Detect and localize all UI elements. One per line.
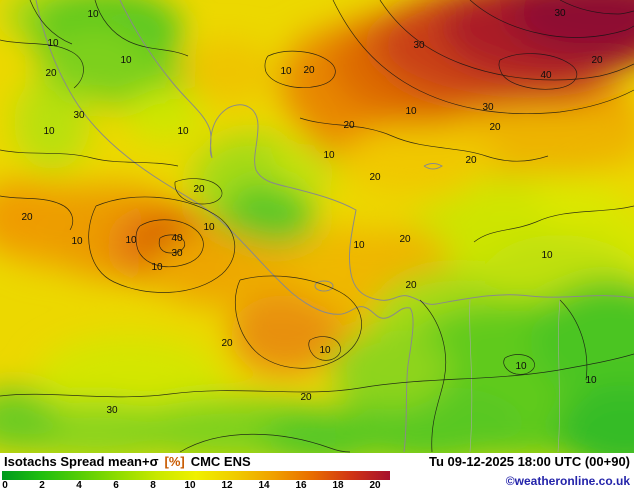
- title-row: Isotachs Spread mean+σ [%] CMC ENS Tu 09…: [4, 453, 630, 470]
- legend-tick: 4: [76, 480, 82, 490]
- legend-tick: 16: [295, 480, 307, 490]
- product-title: Isotachs Spread mean+σ: [4, 454, 159, 469]
- legend-tick: 2: [39, 480, 45, 490]
- legend-tick: 8: [150, 480, 156, 490]
- credit-link[interactable]: ©weatheronline.co.uk: [505, 474, 630, 488]
- model-label: CMC ENS: [190, 454, 251, 469]
- legend-tick: 6: [113, 480, 119, 490]
- map-graphic: [0, 0, 634, 453]
- legend-tick: 14: [258, 480, 270, 490]
- legend-tick: 12: [221, 480, 233, 490]
- legend-tick: 20: [369, 480, 381, 490]
- footer: Isotachs Spread mean+σ [%] CMC ENS Tu 09…: [0, 453, 634, 490]
- unit-label: [%]: [164, 454, 185, 469]
- legend-tick: 0: [2, 480, 8, 490]
- color-field: [0, 0, 634, 453]
- color-scale-ticks: 0 2 4 6 8 10 12 14 16 18 20: [0, 480, 400, 490]
- legend-tick: 10: [184, 480, 196, 490]
- contour-lines: [0, 0, 634, 453]
- legend-tick: 18: [332, 480, 344, 490]
- coastlines: [35, 0, 634, 453]
- valid-time: Tu 09-12-2025 18:00 UTC (00+90): [429, 454, 630, 469]
- map-area: 30 30 20 40 10 10 10 20 10 20 30 10 10 10 30 20 20 10 20 20…: [0, 0, 634, 453]
- color-scale-bar: [2, 471, 390, 480]
